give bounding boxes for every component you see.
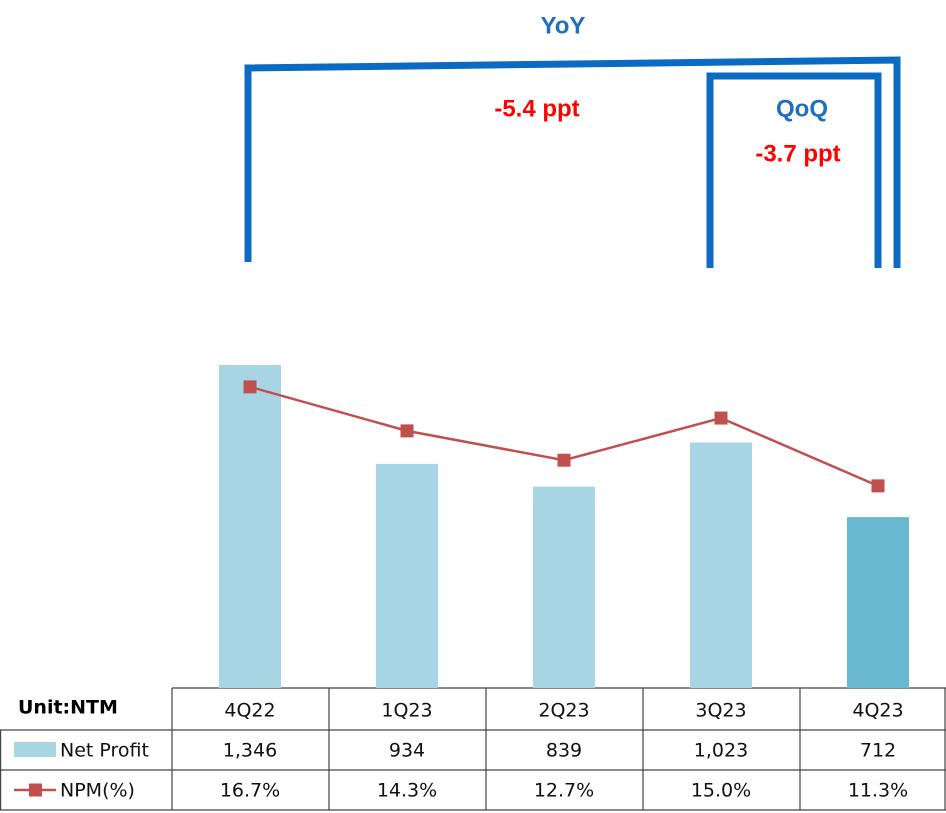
brackets <box>244 56 901 268</box>
unit-label: Unit:NTM <box>18 697 118 719</box>
npm-marker <box>400 424 414 438</box>
category-label: 1Q23 <box>381 700 432 722</box>
category-label: 4Q22 <box>224 700 275 722</box>
npm-marker <box>243 380 257 394</box>
annotation: -3.7 ppt <box>755 140 840 167</box>
annotation: QoQ <box>776 95 828 122</box>
category-label: 3Q23 <box>695 700 746 722</box>
legend-marker <box>29 783 42 797</box>
bar <box>690 442 752 688</box>
category-label: 2Q23 <box>538 700 589 722</box>
net-profit-label: 934 <box>389 740 425 762</box>
npm-marker <box>557 453 571 467</box>
bar <box>847 517 909 688</box>
npm-label: 12.7% <box>534 780 594 802</box>
yoy-bracket <box>244 56 901 268</box>
npm-line <box>249 385 879 488</box>
npm-marker <box>871 479 885 493</box>
net-profit-label: 839 <box>546 740 582 762</box>
annotation: -5.4 ppt <box>494 95 579 122</box>
npm-label: 11.3% <box>848 780 908 802</box>
npm-label: 15.0% <box>691 780 751 802</box>
npm-label: 16.7% <box>220 780 280 802</box>
bar <box>219 365 281 688</box>
bar <box>376 463 438 688</box>
legend-swatch <box>14 742 56 757</box>
net-profit-label: 1,023 <box>694 740 748 762</box>
net-profit-label: 1,346 <box>223 740 277 762</box>
category-label: 4Q23 <box>852 700 903 722</box>
net-profit-label: 712 <box>860 740 896 762</box>
bar <box>533 486 595 688</box>
npm-marker <box>714 411 728 425</box>
qoq-bracket <box>706 72 882 268</box>
annotation: YoY <box>541 12 586 39</box>
npm-label: 14.3% <box>377 780 437 802</box>
table-grid <box>0 687 946 811</box>
legend-label: Net Profit <box>60 740 149 762</box>
legend-label: NPM(%) <box>60 780 135 802</box>
